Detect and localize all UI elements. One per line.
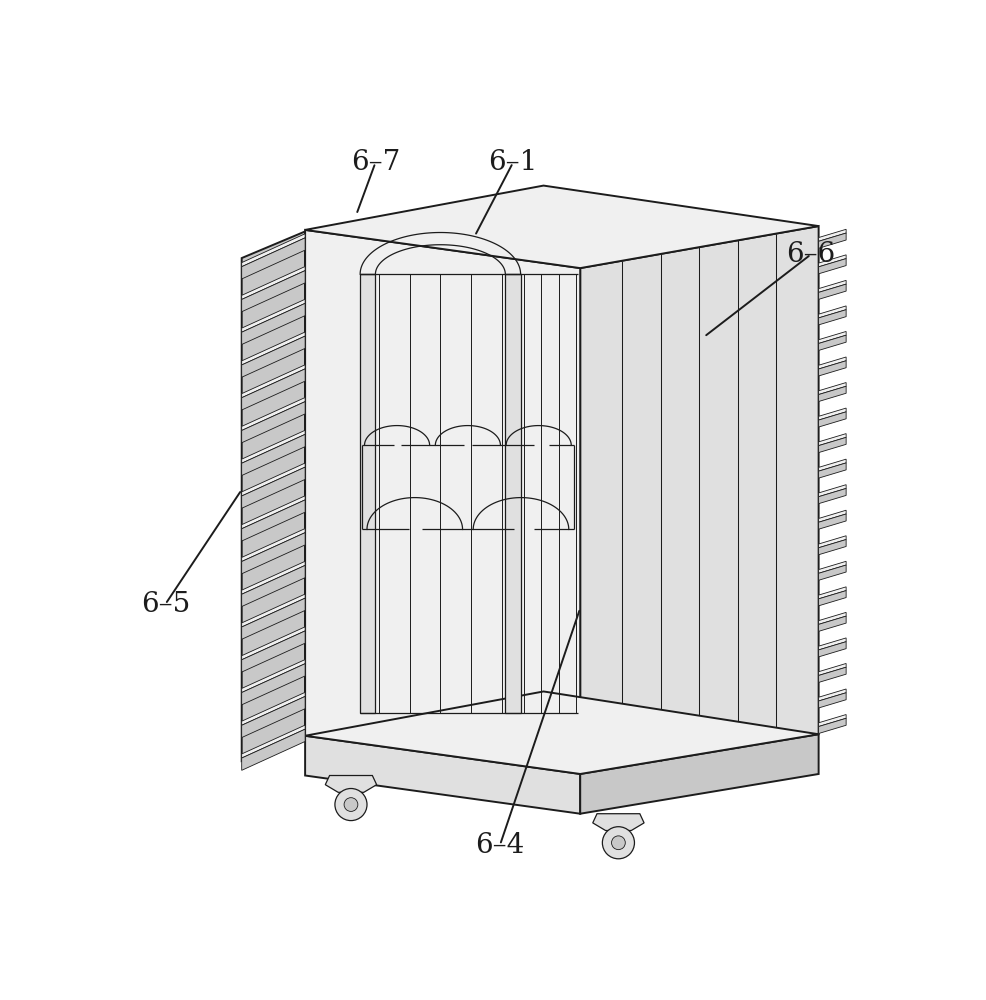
Polygon shape (580, 226, 818, 774)
Polygon shape (242, 500, 305, 541)
Text: 6–4: 6–4 (475, 832, 525, 859)
Polygon shape (242, 696, 305, 738)
Polygon shape (818, 233, 846, 248)
Polygon shape (242, 561, 305, 594)
Polygon shape (242, 533, 305, 574)
Polygon shape (818, 280, 846, 292)
Text: 6–6: 6–6 (787, 241, 835, 268)
Polygon shape (305, 691, 818, 774)
Polygon shape (325, 776, 377, 792)
Polygon shape (242, 660, 305, 693)
Polygon shape (818, 663, 846, 675)
Polygon shape (305, 736, 580, 814)
Polygon shape (242, 369, 305, 410)
Circle shape (611, 836, 625, 850)
Polygon shape (818, 361, 846, 376)
Polygon shape (242, 725, 305, 758)
Polygon shape (818, 638, 846, 650)
Polygon shape (818, 718, 846, 734)
Text: 6–1: 6–1 (488, 149, 537, 176)
Polygon shape (242, 631, 305, 672)
Polygon shape (818, 514, 846, 529)
Polygon shape (242, 565, 305, 607)
Polygon shape (818, 335, 846, 350)
Circle shape (602, 827, 634, 859)
Polygon shape (818, 715, 846, 727)
Polygon shape (305, 186, 818, 268)
Polygon shape (818, 642, 846, 657)
Polygon shape (818, 229, 846, 241)
Polygon shape (305, 230, 580, 774)
Polygon shape (242, 238, 305, 279)
Polygon shape (818, 259, 846, 274)
Polygon shape (360, 274, 376, 713)
Polygon shape (818, 306, 846, 318)
Polygon shape (242, 299, 305, 332)
Polygon shape (242, 664, 305, 705)
Polygon shape (505, 274, 521, 713)
Polygon shape (818, 357, 846, 369)
Polygon shape (818, 485, 846, 497)
Polygon shape (818, 689, 846, 701)
Polygon shape (818, 386, 846, 402)
Polygon shape (818, 693, 846, 708)
Polygon shape (242, 467, 305, 508)
Circle shape (335, 788, 367, 821)
Polygon shape (818, 536, 846, 548)
Polygon shape (242, 336, 305, 377)
Polygon shape (818, 255, 846, 267)
Polygon shape (818, 667, 846, 682)
Polygon shape (818, 331, 846, 343)
Polygon shape (818, 488, 846, 504)
Polygon shape (593, 814, 644, 831)
Polygon shape (242, 402, 305, 443)
Polygon shape (818, 310, 846, 325)
Text: 6–5: 6–5 (141, 591, 190, 618)
Polygon shape (818, 434, 846, 446)
Polygon shape (818, 412, 846, 427)
Polygon shape (242, 594, 305, 627)
Polygon shape (818, 408, 846, 420)
Polygon shape (818, 587, 846, 599)
Polygon shape (242, 529, 305, 562)
Polygon shape (818, 284, 846, 299)
Polygon shape (818, 383, 846, 395)
Polygon shape (818, 459, 846, 471)
Polygon shape (242, 365, 305, 398)
Polygon shape (818, 612, 846, 624)
Polygon shape (580, 734, 818, 814)
Polygon shape (818, 510, 846, 522)
Polygon shape (242, 231, 305, 761)
Polygon shape (242, 332, 305, 365)
Polygon shape (242, 496, 305, 529)
Polygon shape (242, 598, 305, 639)
Polygon shape (242, 627, 305, 660)
Polygon shape (242, 234, 305, 267)
Polygon shape (242, 398, 305, 430)
Polygon shape (818, 561, 846, 573)
Polygon shape (242, 271, 305, 312)
Polygon shape (242, 729, 305, 770)
Polygon shape (818, 591, 846, 606)
Polygon shape (818, 463, 846, 478)
Polygon shape (242, 463, 305, 496)
Polygon shape (242, 430, 305, 463)
Polygon shape (242, 303, 305, 345)
Polygon shape (242, 266, 305, 299)
Polygon shape (242, 692, 305, 725)
Polygon shape (818, 437, 846, 453)
Polygon shape (818, 565, 846, 580)
Polygon shape (242, 434, 305, 476)
Circle shape (344, 798, 358, 811)
Polygon shape (818, 540, 846, 555)
Polygon shape (818, 616, 846, 631)
Text: 6–7: 6–7 (351, 149, 400, 176)
